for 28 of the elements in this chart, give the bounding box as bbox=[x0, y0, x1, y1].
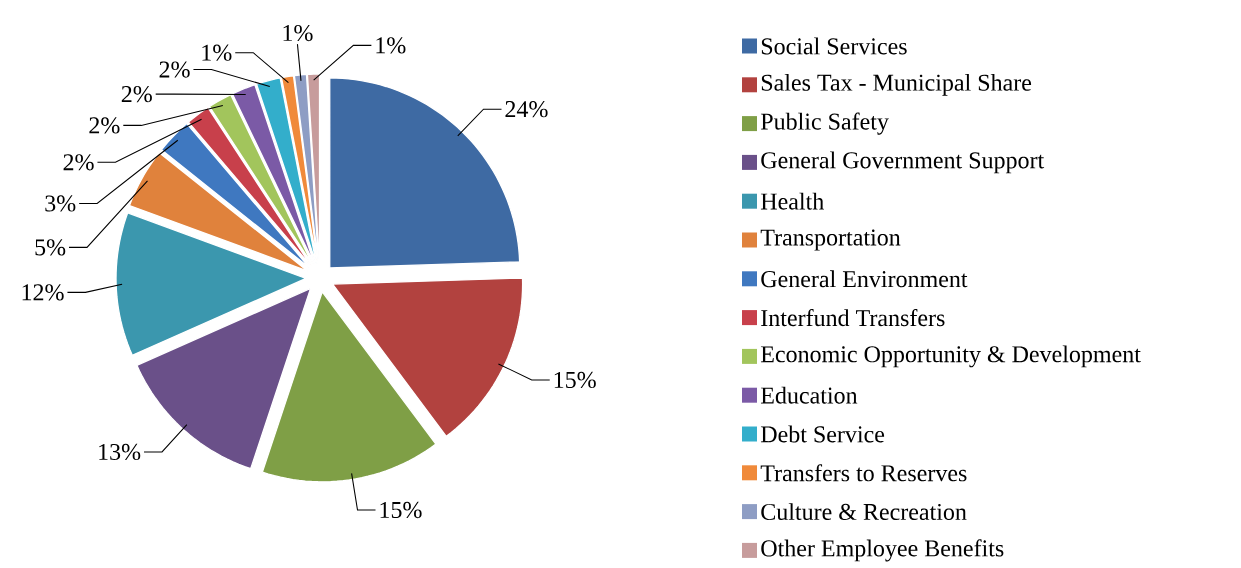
legend-label: Interfund Transfers bbox=[761, 309, 945, 327]
legend-label: Education bbox=[760, 386, 858, 404]
data-label: 2% bbox=[159, 61, 190, 78]
legend-label: Culture & Recreation bbox=[761, 503, 967, 521]
legend-label: Social Services bbox=[761, 37, 907, 55]
data-label: 1% bbox=[202, 44, 232, 61]
legend-label: Other Employee Benefits bbox=[761, 539, 1004, 562]
data-label: 3% bbox=[45, 195, 76, 212]
legend-label: Health bbox=[760, 192, 824, 210]
data-label: 2% bbox=[121, 85, 152, 103]
legend-label: Economic Opportunity & Development bbox=[760, 345, 1141, 368]
data-label: 1% bbox=[283, 24, 313, 42]
data-label: 13% bbox=[99, 443, 141, 461]
legend-label: Sales Tax - Municipal Share bbox=[761, 73, 1032, 96]
data-label: 5% bbox=[35, 239, 66, 256]
legend-label: Transfers to Reserves bbox=[760, 464, 967, 482]
data-label: 12% bbox=[22, 284, 64, 301]
legend-label: Debt Service bbox=[760, 425, 885, 443]
legend-label: General Environment bbox=[761, 270, 968, 288]
data-label: 2% bbox=[89, 117, 120, 134]
data-label: 2% bbox=[63, 154, 94, 171]
legend-label: General Government Support bbox=[761, 151, 1045, 174]
data-label: 15% bbox=[380, 501, 422, 519]
data-label: 24% bbox=[505, 101, 548, 118]
legend-label: Transportation bbox=[760, 229, 901, 251]
legend-label: Public Safety bbox=[760, 112, 889, 135]
data-label: 1% bbox=[376, 37, 406, 54]
data-label: 15% bbox=[554, 371, 596, 389]
